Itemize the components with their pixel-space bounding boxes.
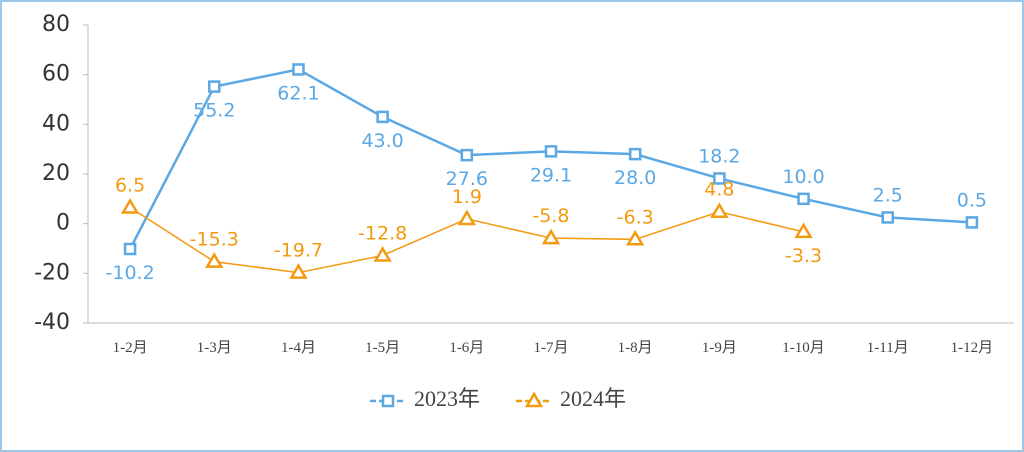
marker [208, 80, 221, 93]
data-label: 28.0 [614, 167, 656, 189]
data-label: 2.5 [873, 184, 903, 206]
marker [626, 229, 645, 246]
legend-marker [524, 391, 544, 408]
y-tick-label: 60 [42, 62, 70, 87]
marker [965, 216, 979, 229]
data-label: 6.5 [115, 175, 145, 197]
y-tick-label: 80 [42, 12, 70, 37]
marker [794, 222, 813, 239]
marker [710, 202, 729, 218]
marker [123, 242, 137, 256]
x-tick-label: 1-6月 [449, 340, 484, 356]
marker [713, 172, 726, 185]
data-label: -19.7 [274, 240, 323, 262]
marker [544, 145, 558, 158]
x-tick-label: 1-3月 [197, 340, 232, 356]
data-label: 29.1 [530, 164, 572, 186]
data-label: 4.8 [704, 179, 734, 201]
data-label: 27.6 [446, 168, 488, 190]
data-label: 10.0 [782, 166, 824, 188]
x-tick-label: 1-10月 [782, 340, 825, 356]
data-label: -12.8 [358, 222, 407, 244]
x-tick-label: 1-11月 [867, 340, 909, 356]
x-tick-label: 1-2月 [113, 340, 148, 356]
data-label: -15.3 [190, 229, 239, 251]
x-tick-label: 1-8月 [618, 340, 653, 356]
marker [373, 245, 392, 262]
x-tick-label: 1-9月 [702, 340, 737, 356]
legend-label: 2024年 [560, 386, 626, 411]
marker [292, 63, 305, 76]
marker [205, 252, 224, 268]
data-label: 55.2 [193, 100, 235, 122]
y-tick-label: -40 [34, 310, 70, 335]
x-tick-label: 1-12月 [951, 340, 994, 356]
marker [541, 228, 561, 245]
legend-marker [381, 394, 395, 408]
y-tick-label: 40 [42, 111, 70, 136]
legend-item: 2024年 [516, 386, 626, 411]
data-label: -10.2 [106, 262, 155, 284]
data-label: -5.8 [532, 205, 569, 227]
marker [376, 110, 389, 124]
marker [457, 209, 476, 226]
legend-item: 2023年 [370, 386, 480, 411]
data-label: 43.0 [361, 130, 403, 152]
marker [289, 263, 308, 279]
legend-label: 2023年 [414, 386, 480, 411]
x-tick-label: 1-5月 [365, 340, 400, 356]
x-tick-label: 1-4月 [281, 340, 316, 356]
data-label: 62.1 [277, 82, 319, 104]
marker [460, 148, 474, 162]
x-tick-label: 1-7月 [534, 340, 569, 356]
data-label: 18.2 [698, 145, 740, 167]
data-label: -3.3 [785, 245, 822, 267]
data-label: 0.5 [957, 189, 987, 211]
marker [797, 192, 810, 206]
data-label: -6.3 [617, 206, 654, 228]
y-tick-label: -20 [34, 260, 70, 285]
marker [120, 198, 140, 214]
y-tick-label: 0 [56, 211, 70, 236]
y-tick-label: 20 [42, 161, 70, 186]
marker [881, 211, 894, 224]
marker [628, 147, 642, 161]
data-label: 1.9 [452, 186, 482, 208]
